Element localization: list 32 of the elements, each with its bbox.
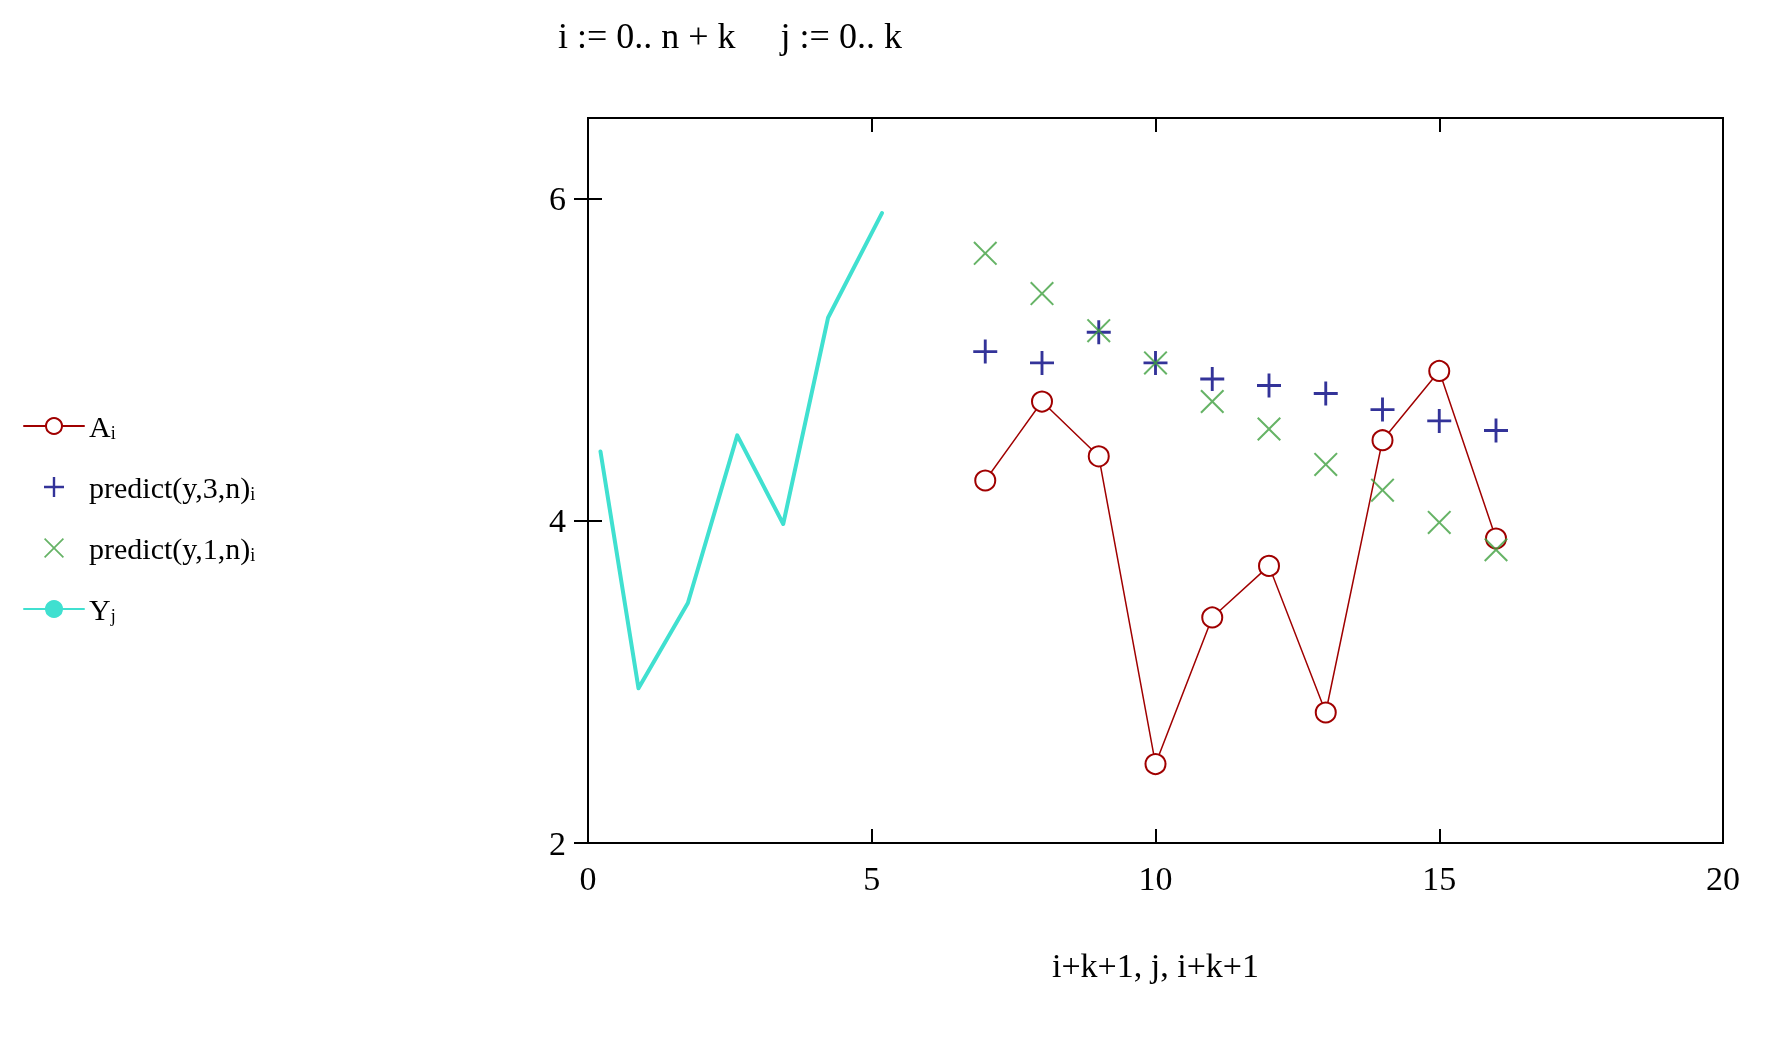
y-tick-label: 2: [549, 824, 566, 862]
point: [1030, 281, 1054, 306]
point: [1200, 389, 1225, 414]
x-tick-label: 10: [1138, 859, 1173, 897]
point: [1257, 416, 1281, 441]
text: i := 0.. n + k j := 0.. k: [558, 16, 902, 56]
point: [974, 469, 997, 492]
point: [1371, 429, 1394, 452]
point: [1031, 390, 1053, 413]
point: [973, 339, 998, 364]
point: [1428, 359, 1451, 382]
point: [1144, 753, 1167, 776]
x-axis-title: i+k+1, j, i+k+1: [1051, 946, 1260, 984]
point: [1087, 445, 1110, 468]
point: [1484, 537, 1508, 562]
y-tick-label: 4: [549, 502, 566, 540]
point: [1370, 397, 1395, 422]
y-tick-label: 6: [549, 180, 566, 218]
point: [1313, 452, 1338, 477]
point: [1427, 408, 1452, 433]
point: [1313, 381, 1338, 406]
x-tick-label: 15: [1422, 859, 1457, 897]
x-tick-label: 5: [863, 859, 881, 897]
point: [1201, 606, 1224, 629]
x-tick-label: 20: [1706, 859, 1740, 897]
x-tick-label: 0: [579, 859, 597, 897]
point: [1314, 701, 1337, 724]
point: [1427, 510, 1452, 535]
point: [1258, 554, 1280, 577]
line-series: [598, 211, 884, 691]
point: [1370, 478, 1395, 503]
point: [973, 241, 998, 266]
